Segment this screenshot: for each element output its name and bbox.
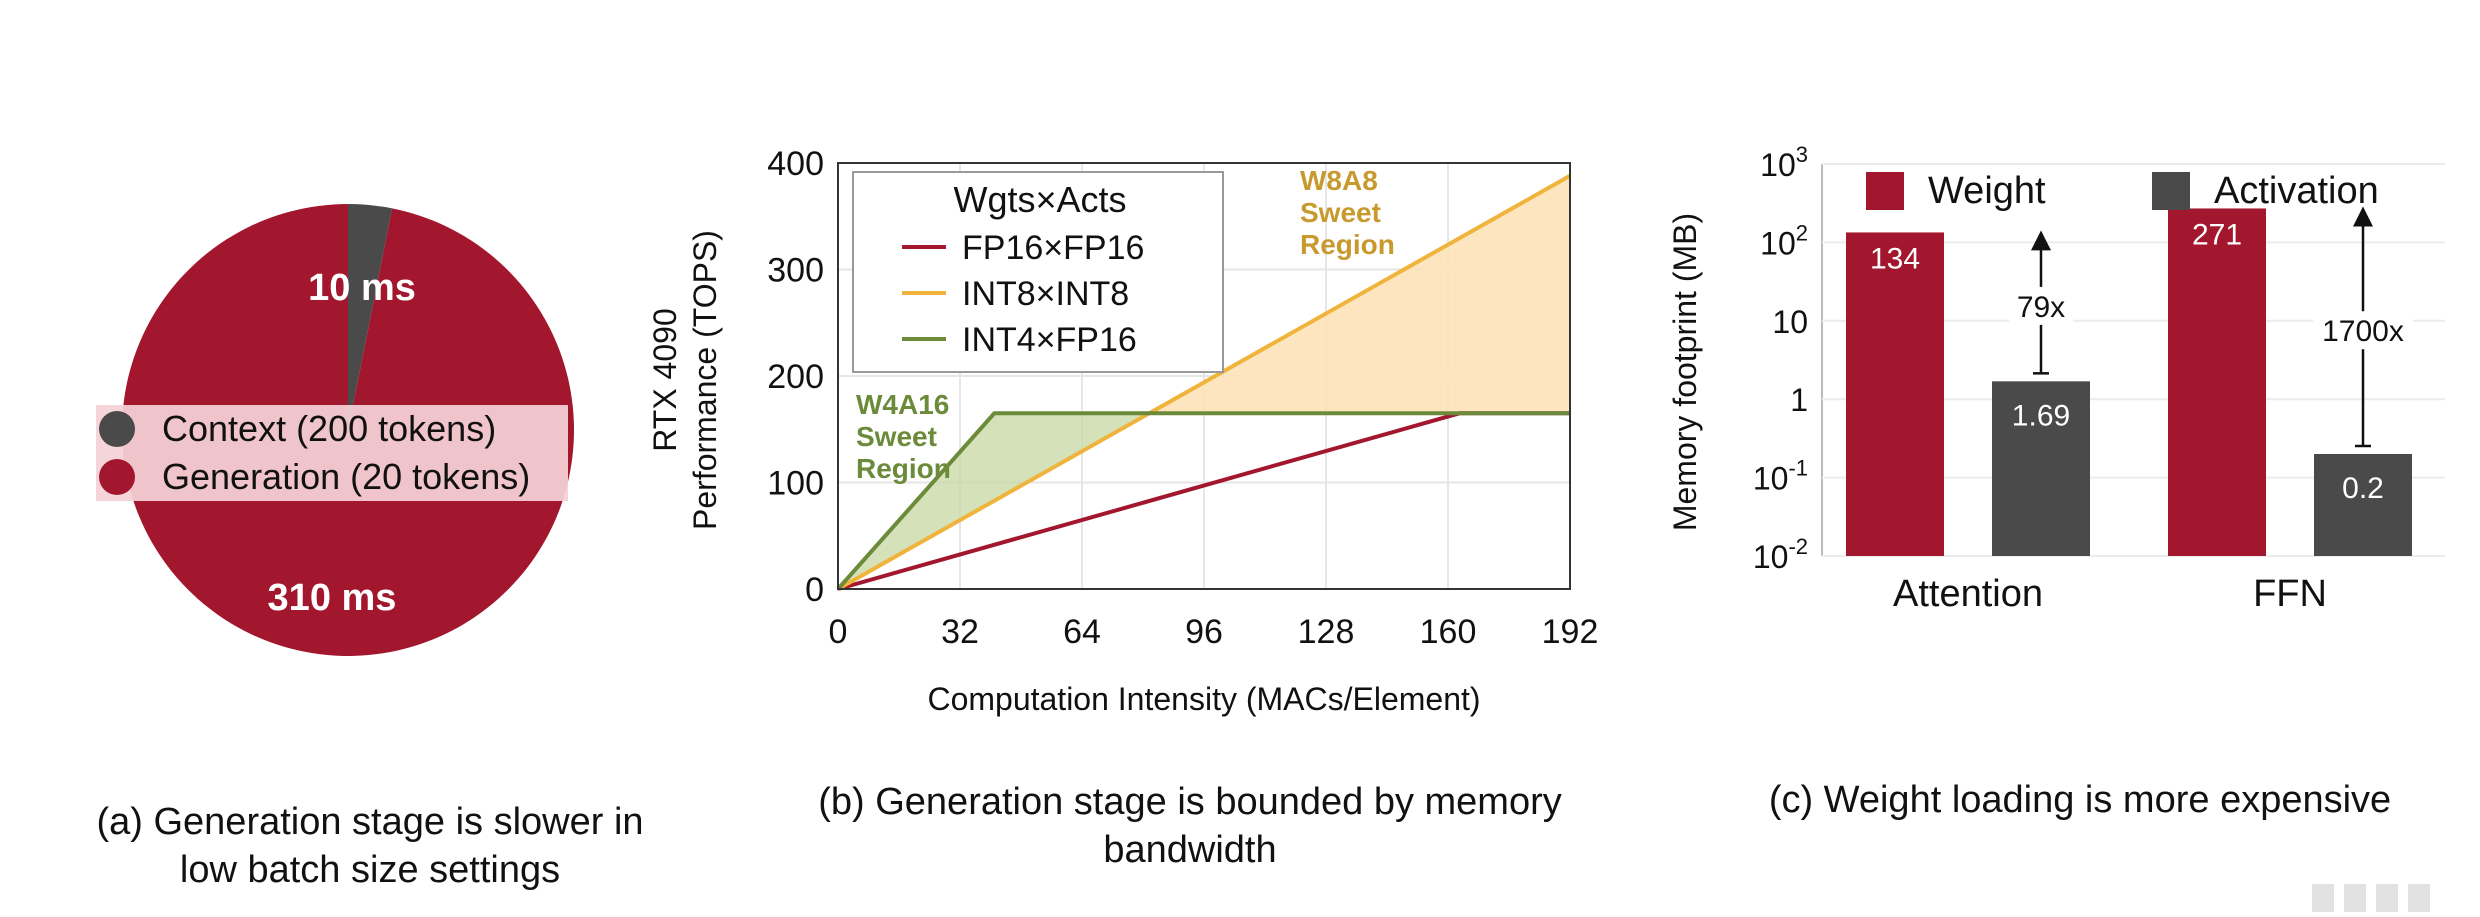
bar-label-ffn-weight: 271	[2192, 218, 2242, 251]
annotation-w8a8-line1: W8A8	[1300, 165, 1378, 196]
y-tick-label: 400	[767, 145, 824, 183]
legend-swatch-activation	[2152, 172, 2190, 210]
pie-legend-box	[96, 405, 568, 501]
legend-label-int8: INT8×INT8	[962, 275, 1129, 313]
legend-title: Wgts×Acts	[953, 179, 1126, 220]
y-tick-label: 200	[767, 358, 824, 396]
y-axis-label-line2: Performance (TOPS)	[687, 230, 723, 530]
y-tick-labels: 0 100 200 300 400	[767, 145, 824, 609]
x-tick-label: 32	[941, 613, 979, 651]
pie-legend: Context (200 tokens) Generation (20 toke…	[96, 405, 568, 501]
bar-label-attention-activation: 1.69	[2012, 399, 2070, 432]
bar-y-tick-label: 10-2	[1753, 534, 1808, 575]
pie-label-context: 10 ms	[308, 267, 416, 309]
pie-chart: 10 ms 310 ms Context (200 tokens) Genera…	[96, 204, 575, 656]
annotation-w8a8-line2: Sweet	[1300, 197, 1381, 228]
caption-b-line2: bandwidth	[1103, 829, 1277, 871]
bar-y-axis-label: Memory footprint (MB)	[1667, 213, 1703, 531]
bar-y-tick-label: 102	[1760, 220, 1808, 261]
x-tick-label: 64	[1063, 613, 1101, 651]
ratio-label-bg-ffn	[2313, 311, 2413, 350]
ratio-label-ffn: 1700x	[2322, 315, 2404, 348]
caption-b-line1: (b) Generation stage is bounded by memor…	[818, 781, 1562, 823]
caption-a: (a) Generation stage is slower in low ba…	[40, 798, 700, 894]
x-axis-label: Computation Intensity (MACs/Element)	[927, 681, 1480, 717]
legend-marker-context	[99, 411, 135, 447]
x-tick-label: 160	[1420, 613, 1477, 651]
annotation-w8a8-line3: Region	[1300, 229, 1395, 260]
y-tick-label: 100	[767, 465, 824, 503]
line-legend: Wgts×Acts FP16×FP16 INT8×INT8 INT4×FP16	[852, 171, 1224, 373]
bar-chart: 10-2 10-1 1 10 102 103 134 1.69 271 0.2 79x 1…	[1667, 142, 2445, 615]
line-chart: 0 32 64 96 128 160 192 0 100 200 300 400 Computati…	[647, 145, 1598, 717]
logo-watermark	[2312, 884, 2462, 912]
category-label-ffn: FFN	[2253, 573, 2327, 615]
pie-slice-context	[348, 204, 393, 430]
annotation-w4a16-line1: W4A16	[856, 389, 949, 420]
x-tick-label: 0	[829, 613, 848, 651]
bar-label-attention-weight: 134	[1870, 242, 1920, 275]
bar-attention-weight	[1846, 232, 1944, 556]
legend-swatch-weight	[1866, 172, 1904, 210]
caption-b: (b) Generation stage is bounded by memor…	[740, 778, 1640, 874]
caption-a-line2: low batch size settings	[179, 849, 561, 891]
x-tick-label: 192	[1542, 613, 1599, 651]
bar-y-tick-label: 1	[1790, 382, 1808, 418]
bar-y-tick-label: 10	[1772, 304, 1808, 340]
bar-label-ffn-activation: 0.2	[2342, 472, 2384, 505]
x-tick-label: 96	[1185, 613, 1223, 651]
annotation-w4a16-line2: Sweet	[856, 421, 937, 452]
annotation-w4a16: W4A16 Sweet Region	[856, 389, 951, 484]
bar-attention-activation	[1992, 381, 2090, 556]
legend-label-activation: Activation	[2214, 170, 2379, 212]
legend-label-fp16: FP16×FP16	[962, 229, 1144, 267]
bar-y-tick-labels: 10-2 10-1 1 10 102 103	[1753, 142, 1808, 575]
pie-label-generation: 310 ms	[268, 577, 397, 619]
annotation-w4a16-line3: Region	[856, 453, 951, 484]
y-axis-label-line1: RTX 4090	[647, 308, 683, 452]
legend-label-generation: Generation (20 tokens)	[162, 456, 530, 497]
series-line-int8	[837, 174, 1571, 591]
annotation-w8a8: W8A8 Sweet Region	[1300, 165, 1395, 260]
category-label-attention: Attention	[1893, 573, 2043, 615]
legend-label-weight: Weight	[1928, 170, 2046, 212]
bar-legend: Weight Activation	[1866, 170, 2379, 212]
y-tick-label: 0	[805, 571, 824, 609]
ratio-label-bg-attention	[2009, 286, 2073, 325]
y-tick-label: 300	[767, 252, 824, 290]
caption-c: (c) Weight loading is more expensive	[1700, 776, 2460, 824]
legend-label-context: Context (200 tokens)	[162, 408, 496, 449]
legend-label-int4: INT4×FP16	[962, 321, 1137, 359]
bar-y-tick-label: 10-1	[1753, 456, 1808, 497]
caption-c-line1: (c) Weight loading is more expensive	[1768, 779, 2392, 821]
ratio-label-attention: 79x	[2017, 291, 2065, 324]
bar-y-tick-label: 103	[1760, 142, 1808, 183]
x-tick-labels: 0 32 64 96 128 160 192	[829, 613, 1599, 651]
caption-a-line1: (a) Generation stage is slower in	[96, 801, 644, 843]
legend-marker-generation	[99, 459, 135, 495]
bar-ffn-activation	[2314, 453, 2412, 556]
x-tick-label: 128	[1298, 613, 1355, 651]
bar-ffn-weight	[2168, 208, 2266, 556]
line-plot-frame	[837, 162, 1571, 590]
series-line-int4	[836, 411, 1570, 591]
